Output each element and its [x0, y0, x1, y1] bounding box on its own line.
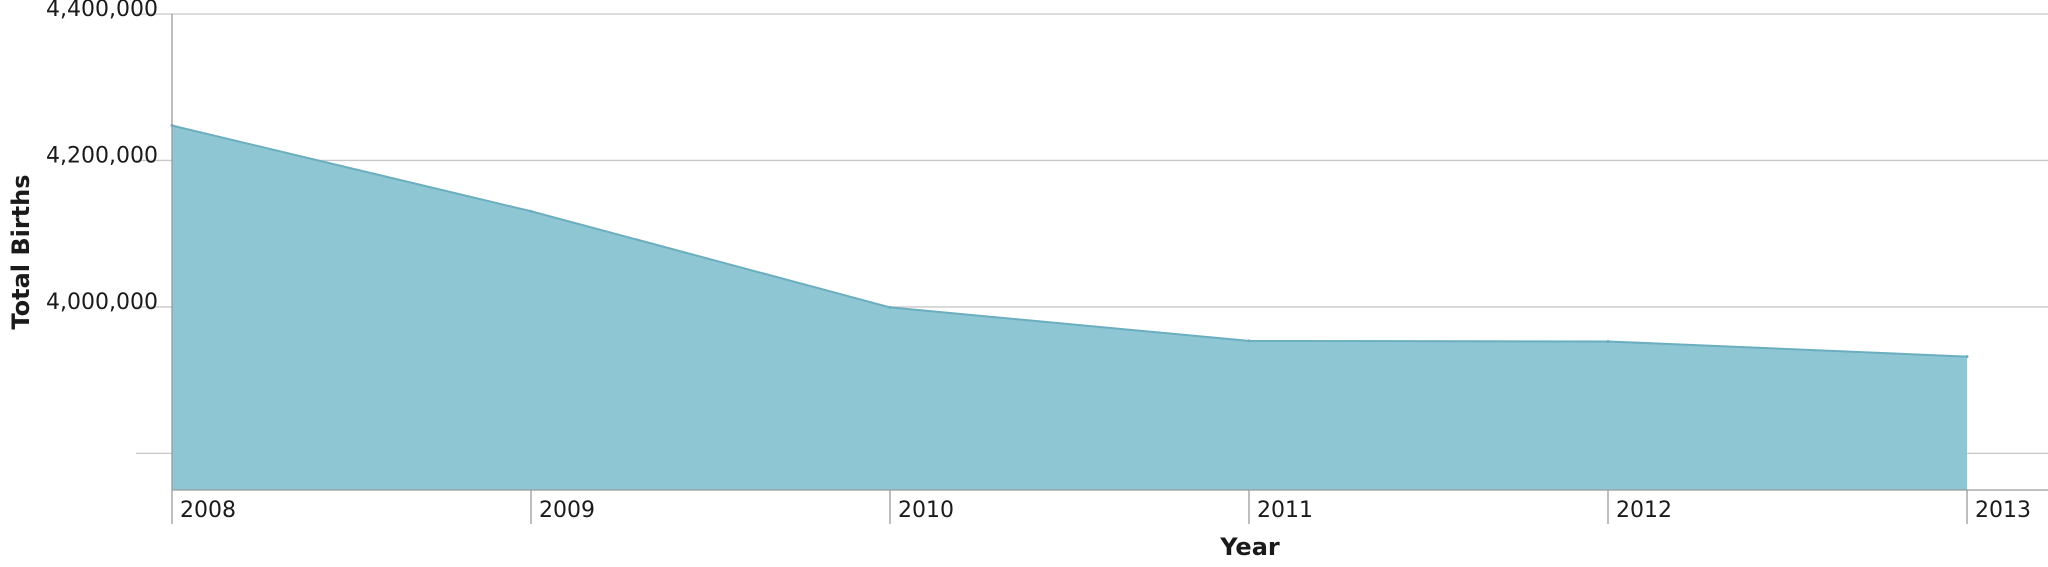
area-series [170, 124, 1969, 491]
data-point [1965, 355, 1969, 359]
y-tick-labels: 4,000,000 4,200,000 4,400,000 [46, 0, 158, 315]
area-fill [172, 125, 1967, 491]
axes [171, 14, 2048, 491]
y-axis-title: Total Births [7, 174, 35, 329]
data-point [1606, 339, 1610, 343]
data-point [529, 209, 533, 213]
area-top-line [171, 124, 1968, 358]
data-point [888, 305, 892, 309]
x-tick-label: 2010 [898, 498, 954, 523]
y-tick-label: 4,200,000 [46, 143, 158, 168]
x-tick-labels: 2008 2009 2010 2011 2012 2013 [171, 490, 2031, 524]
data-point [1247, 339, 1251, 343]
x-tick-label: 2009 [539, 498, 595, 523]
x-tick-label: 2011 [1257, 498, 1313, 523]
x-axis-title: Year [1219, 533, 1280, 561]
x-tick-label: 2013 [1975, 498, 2031, 523]
y-tick-label: 4,000,000 [46, 290, 158, 315]
x-tick-label: 2012 [1616, 498, 1672, 523]
y-tick-label: 4,400,000 [46, 0, 158, 22]
x-tick-label: 2008 [180, 498, 236, 523]
